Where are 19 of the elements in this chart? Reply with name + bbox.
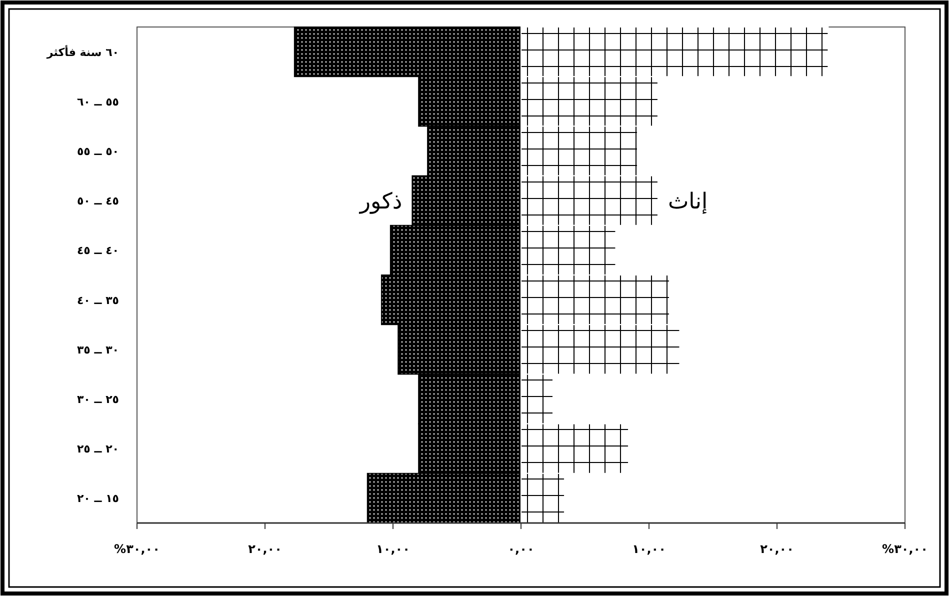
y-tick-label: ٥٠ ــ ٥٥ [76,145,119,158]
series-label: ذكور [358,190,402,215]
x-tick-label: ٢٠,٠٠ [248,542,282,556]
y-tick-label: ٥٥ ــ ٦٠ [76,95,120,108]
y-tick-label: ٢٥ ــ ٣٠ [76,393,120,406]
y-tick-label: ١٥ ــ ٢٠ [76,492,120,506]
x-tick-label: %٣٠,٠٠ [114,542,160,556]
x-tick-label: ١٠,٠٠ [376,542,410,556]
y-tick-label: ٦٠ سنة فأكثر [46,44,119,59]
y-tick-label: ٣٥ ــ ٤٠ [76,294,120,307]
series-label: إناث [668,190,708,215]
y-tick-label: ٢٠ ــ ٢٥ [76,442,119,456]
x-tick-label: ٢٠,٠٠ [760,542,794,556]
x-tick-label: %٣٠,٠٠ [882,542,928,556]
y-tick-label: ٤٥ ــ ٥٠ [76,194,120,208]
x-tick-label: ٠,٠٠ [508,542,534,556]
y-tick-label: ٤٠ ــ ٤٥ [76,244,119,258]
x-tick-label: ١٠,٠٠ [632,542,666,556]
y-tick-label: ٣٠ ــ ٣٥ [76,343,119,356]
